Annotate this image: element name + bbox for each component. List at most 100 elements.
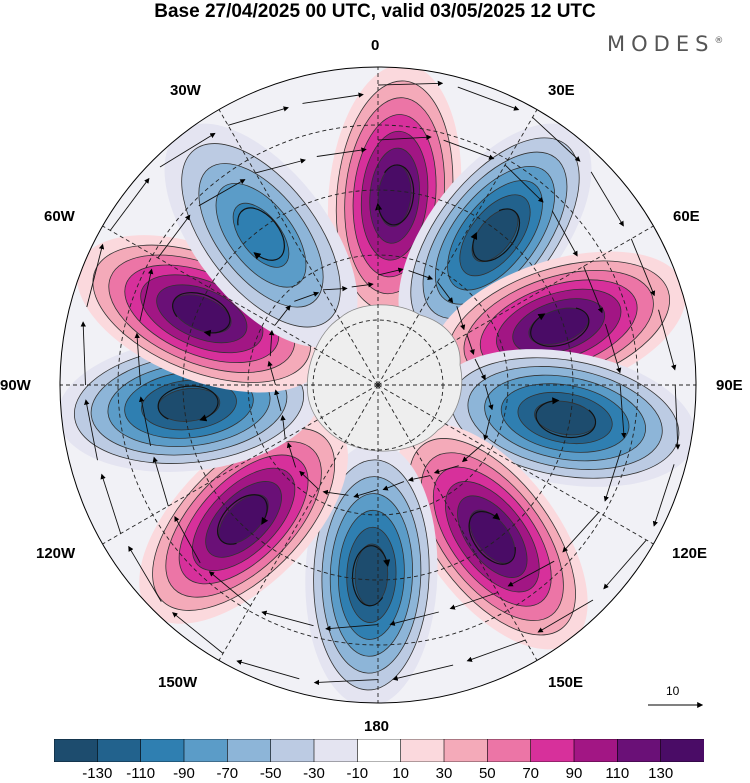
streamline-segment [437, 281, 454, 304]
streamline-segment [353, 489, 379, 499]
lon-label-60w: 60W [44, 208, 75, 225]
circulation-arrow [217, 494, 269, 545]
streamline-segment [299, 470, 319, 490]
streamline-segment [100, 473, 122, 534]
streamline-segment [351, 282, 374, 288]
lon-label-150e: 150E [548, 674, 584, 691]
streamline-segment [377, 80, 444, 87]
streamline-segment [449, 592, 498, 610]
latitude-circle [182, 189, 574, 581]
lon-label-30w: 30W [170, 82, 201, 99]
streamline-segment [294, 291, 320, 302]
circulation-arrow [535, 397, 597, 438]
negative-anomaly-center-6 [305, 442, 438, 703]
streamline-segment [532, 116, 581, 162]
streamline-segment [322, 489, 349, 496]
antarctica-landmass [306, 304, 463, 452]
streamline-segment [377, 267, 404, 276]
map-boundary [59, 66, 697, 704]
latitude-circle [117, 124, 639, 646]
lon-label-90w: 90W [0, 377, 31, 394]
colorbar-swatch [140, 739, 185, 762]
streamline-segment [484, 384, 494, 411]
colorbar-tick-label: -10 [346, 765, 369, 782]
streamline-segment [466, 639, 526, 662]
streamline-segment [504, 164, 544, 203]
latitude-circle [247, 254, 509, 516]
modes-logo: MODES® [607, 32, 723, 56]
streamlines [80, 80, 681, 686]
colorbar-ticks: -130 -110 -90 -70 -50 -30 -10 10 30 50 70 90 110 130 [0, 765, 750, 783]
colorbar-tick-label: 110 [605, 765, 630, 782]
colorbar-tick-label: 50 [478, 765, 496, 782]
colorbar-swatch [660, 739, 704, 762]
colorbar-tick-label: -70 [216, 765, 239, 782]
map-title: Base 27/04/2025 00 UTC, valid 03/05/2025… [154, 1, 596, 22]
streamline-segment [302, 92, 364, 104]
streamline-segment [255, 158, 306, 174]
streamline-segment [408, 270, 434, 281]
streamline-segment [325, 624, 379, 632]
colorbar-swatch [400, 739, 445, 762]
lon-label-120e: 120E [672, 545, 708, 562]
lon-label-30e: 30E [548, 82, 575, 99]
contour-band [232, 202, 290, 268]
streamline-segment [583, 266, 603, 314]
graticule [60, 67, 696, 703]
colorbar-swatch [487, 739, 532, 762]
streamline-segment [236, 659, 300, 680]
circulation-arrow [530, 307, 590, 347]
streamline-segment [537, 599, 594, 633]
lon-label-150w: 150W [158, 674, 198, 691]
colorbar-swatch [227, 739, 272, 762]
streamline-segment [483, 415, 492, 441]
colorbar-tick-label: -110 [126, 765, 156, 782]
colorbar-tick-label: -130 [82, 765, 113, 782]
streamline-segment [80, 321, 86, 386]
streamline-segment [172, 612, 224, 654]
circulation-arrow [351, 545, 391, 607]
colorbar [54, 739, 704, 762]
streamline-segment [603, 449, 622, 502]
colorbar-tick-label: -90 [173, 765, 195, 782]
colorbar-swatch [530, 739, 575, 762]
streamline-segment [134, 332, 141, 386]
colorbar-tick-label: 30 [435, 765, 453, 782]
lon-label-90e: 90E [716, 377, 743, 394]
streamline-segment [461, 444, 483, 463]
colorbar-swatch [270, 739, 315, 762]
streamline-segment [159, 132, 216, 168]
circulation-arrow [470, 208, 520, 262]
colorbar-swatch [617, 739, 662, 762]
streamline-segment [86, 243, 105, 308]
streamline-segment [274, 389, 282, 412]
streamline-segment [392, 664, 454, 681]
streamline-segment [474, 358, 486, 381]
streamline-segment [389, 611, 439, 626]
streamline-segment [322, 285, 348, 292]
brand-text: MODES [607, 32, 715, 56]
streamline-segment [658, 309, 677, 371]
negative-anomaly-center-4 [434, 349, 696, 487]
arrow-right-icon [648, 702, 704, 708]
streamline-segment [603, 539, 647, 590]
streamline-segment [674, 384, 681, 450]
streamline-segment [604, 323, 622, 374]
streamline-segment [227, 106, 289, 126]
registered-mark: ® [714, 36, 724, 46]
streamline-segment [84, 399, 98, 461]
colorbar-swatch [183, 739, 228, 762]
streamline-segment [274, 304, 291, 326]
colorbar-swatch [443, 739, 488, 762]
lon-label-180: 180 [364, 718, 390, 735]
streamline-segment [198, 179, 246, 207]
streamline-segment [457, 86, 520, 111]
streamline-segment [152, 456, 169, 507]
streamline-segment [590, 171, 624, 227]
colorbar-swatch [313, 739, 358, 762]
streamline-segment [443, 139, 495, 160]
streamline-segment [139, 396, 152, 446]
colorbar-swatch [97, 739, 142, 762]
circulation-arrow [237, 207, 285, 261]
lon-label-60e: 60E [673, 208, 700, 225]
